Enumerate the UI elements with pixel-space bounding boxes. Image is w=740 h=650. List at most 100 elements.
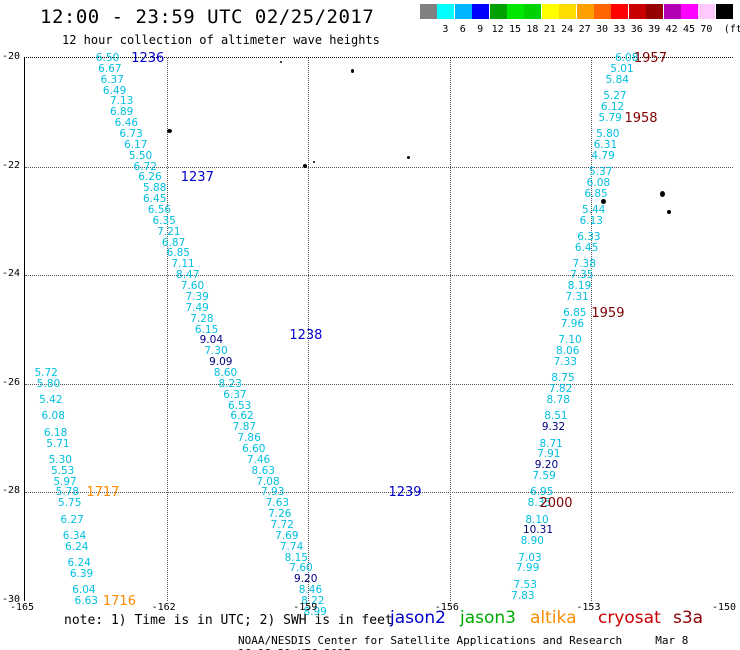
wave-height-value: 6.60	[242, 442, 266, 455]
wave-height-value: 6.95	[530, 486, 554, 499]
pass-time-label: 1239	[388, 485, 422, 501]
wave-height-value: 5.88	[143, 182, 167, 195]
wave-height-value: 6.34	[62, 529, 87, 542]
wave-height-value: 5.80	[36, 377, 61, 390]
wave-height-value: 6.08	[586, 176, 611, 189]
island-marker	[350, 68, 354, 73]
wave-height-value: 5.75	[58, 497, 82, 510]
scale-swatch	[541, 4, 559, 19]
latitude-label: -20	[2, 51, 21, 62]
longitude-label: -162	[151, 602, 176, 613]
latitude-label: -30	[2, 594, 21, 605]
wave-height-value: 5.44	[581, 204, 606, 217]
island-marker	[600, 199, 606, 205]
meridian-line	[591, 58, 593, 601]
wave-height-value: 7.69	[275, 529, 299, 542]
footnote: note: 1) Time is in UTC; 2) SWH is in fe…	[64, 613, 393, 628]
wave-height-value: 6.18	[43, 426, 68, 439]
scale-label: 45	[682, 24, 696, 35]
meridian-line	[449, 58, 451, 601]
scale-label: 6	[459, 24, 466, 35]
wave-height-value: 7.63	[265, 497, 290, 510]
scale-swatch	[594, 4, 611, 19]
scale-swatch	[663, 4, 681, 19]
wave-height-value: 5.80	[596, 128, 620, 141]
wave-height-value: 7.49	[185, 301, 209, 314]
wave-height-value: 8.19	[567, 280, 592, 293]
wave-height-value: 6.12	[600, 100, 625, 113]
legend-item-altika: altika	[530, 608, 577, 628]
wave-height-value: 7.53	[513, 578, 537, 591]
wave-height-value: 7.93	[261, 486, 285, 499]
wave-height-value: 7.35	[570, 269, 594, 282]
wave-height-value: 6.46	[114, 117, 139, 130]
meridian-line	[308, 58, 310, 601]
island-marker	[312, 161, 315, 164]
latitude-label: -26	[2, 376, 21, 388]
scale-label: 15	[508, 24, 522, 35]
wave-height-value: 7.28	[190, 312, 214, 325]
scale-swatch	[454, 4, 472, 19]
wave-height-value: 7.11	[171, 258, 195, 271]
scale-label: 3	[442, 24, 449, 35]
wave-height-value: 8.35	[527, 497, 552, 510]
scale-swatch	[420, 4, 437, 19]
legend-item-s3a: s3a	[673, 608, 704, 628]
wave-height-value: 7.86	[237, 432, 261, 445]
pass-time-label: 1717	[86, 485, 120, 501]
wave-height-value: 7.21	[157, 225, 181, 238]
wave-height-value: 6.39	[69, 567, 94, 580]
wave-height-value: 5.27	[603, 90, 627, 102]
scale-label: 9	[477, 24, 484, 35]
wave-height-value: 5.72	[34, 366, 58, 379]
wave-height-value: 7.13	[109, 95, 134, 108]
scale-swatch	[681, 4, 698, 19]
island-marker	[666, 210, 671, 215]
wave-height-value: 6.56	[147, 204, 172, 217]
island-marker	[166, 128, 172, 133]
island-marker	[659, 191, 665, 198]
wave-height-value: 6.13	[579, 214, 603, 227]
wave-height-value: 7.39	[185, 290, 209, 303]
longitude-label: -153	[576, 602, 601, 613]
scale-label: 12	[491, 24, 504, 35]
wave-height-value: 4.79	[591, 149, 615, 162]
wave-height-value: 7.82	[548, 383, 573, 396]
wave-height-value: 9.20	[294, 573, 318, 586]
wave-height-value: 7.91	[537, 448, 561, 461]
pass-time-label: 1237	[180, 170, 214, 186]
pass-time-label: 1238	[289, 327, 323, 343]
wave-height-value: 8.90	[520, 535, 544, 548]
scale-label: 39	[648, 24, 661, 35]
parallel-line	[25, 492, 733, 494]
legend-item-jason2: jason2	[390, 608, 446, 628]
wave-height-value: 7.96	[560, 318, 585, 331]
parallel-line	[25, 383, 733, 385]
wave-height-value: 8.46	[298, 584, 323, 597]
wave-height-value: 7.74	[279, 540, 304, 553]
wave-height-value: 7.08	[256, 475, 280, 488]
scale-swatch	[524, 4, 542, 19]
credit-org: NOAA/NESDIS Center for Satellite Applica…	[238, 634, 623, 647]
scale-swatch	[489, 4, 507, 19]
scale-label: 24	[561, 24, 574, 35]
wave-height-value: 6.63	[74, 595, 98, 607]
wave-height-value: 6.49	[102, 84, 127, 97]
wave-height-value: 6.24	[65, 540, 89, 553]
map-subtitle: 12 hour collection of altimeter wave hei…	[62, 33, 380, 47]
scale-swatch	[715, 4, 733, 19]
wave-height-value: 7.87	[232, 421, 257, 434]
wave-height-value: 7.33	[553, 356, 578, 369]
wave-height-value: 5.37	[589, 166, 613, 179]
wave-height-value: 9.32	[541, 421, 566, 434]
pass-time-label: 1957	[633, 51, 667, 66]
parallel-line	[25, 275, 733, 277]
island-marker	[279, 60, 282, 63]
scale-swatch	[507, 4, 524, 19]
wave-height-value: 6.26	[138, 171, 162, 184]
wave-height-value: 5.79	[598, 111, 622, 124]
wave-height-value: 8.06	[556, 345, 580, 358]
island-marker	[303, 163, 308, 168]
legend-item-jason3: jason3	[460, 608, 516, 628]
wave-height-value: 6.50	[95, 52, 120, 64]
